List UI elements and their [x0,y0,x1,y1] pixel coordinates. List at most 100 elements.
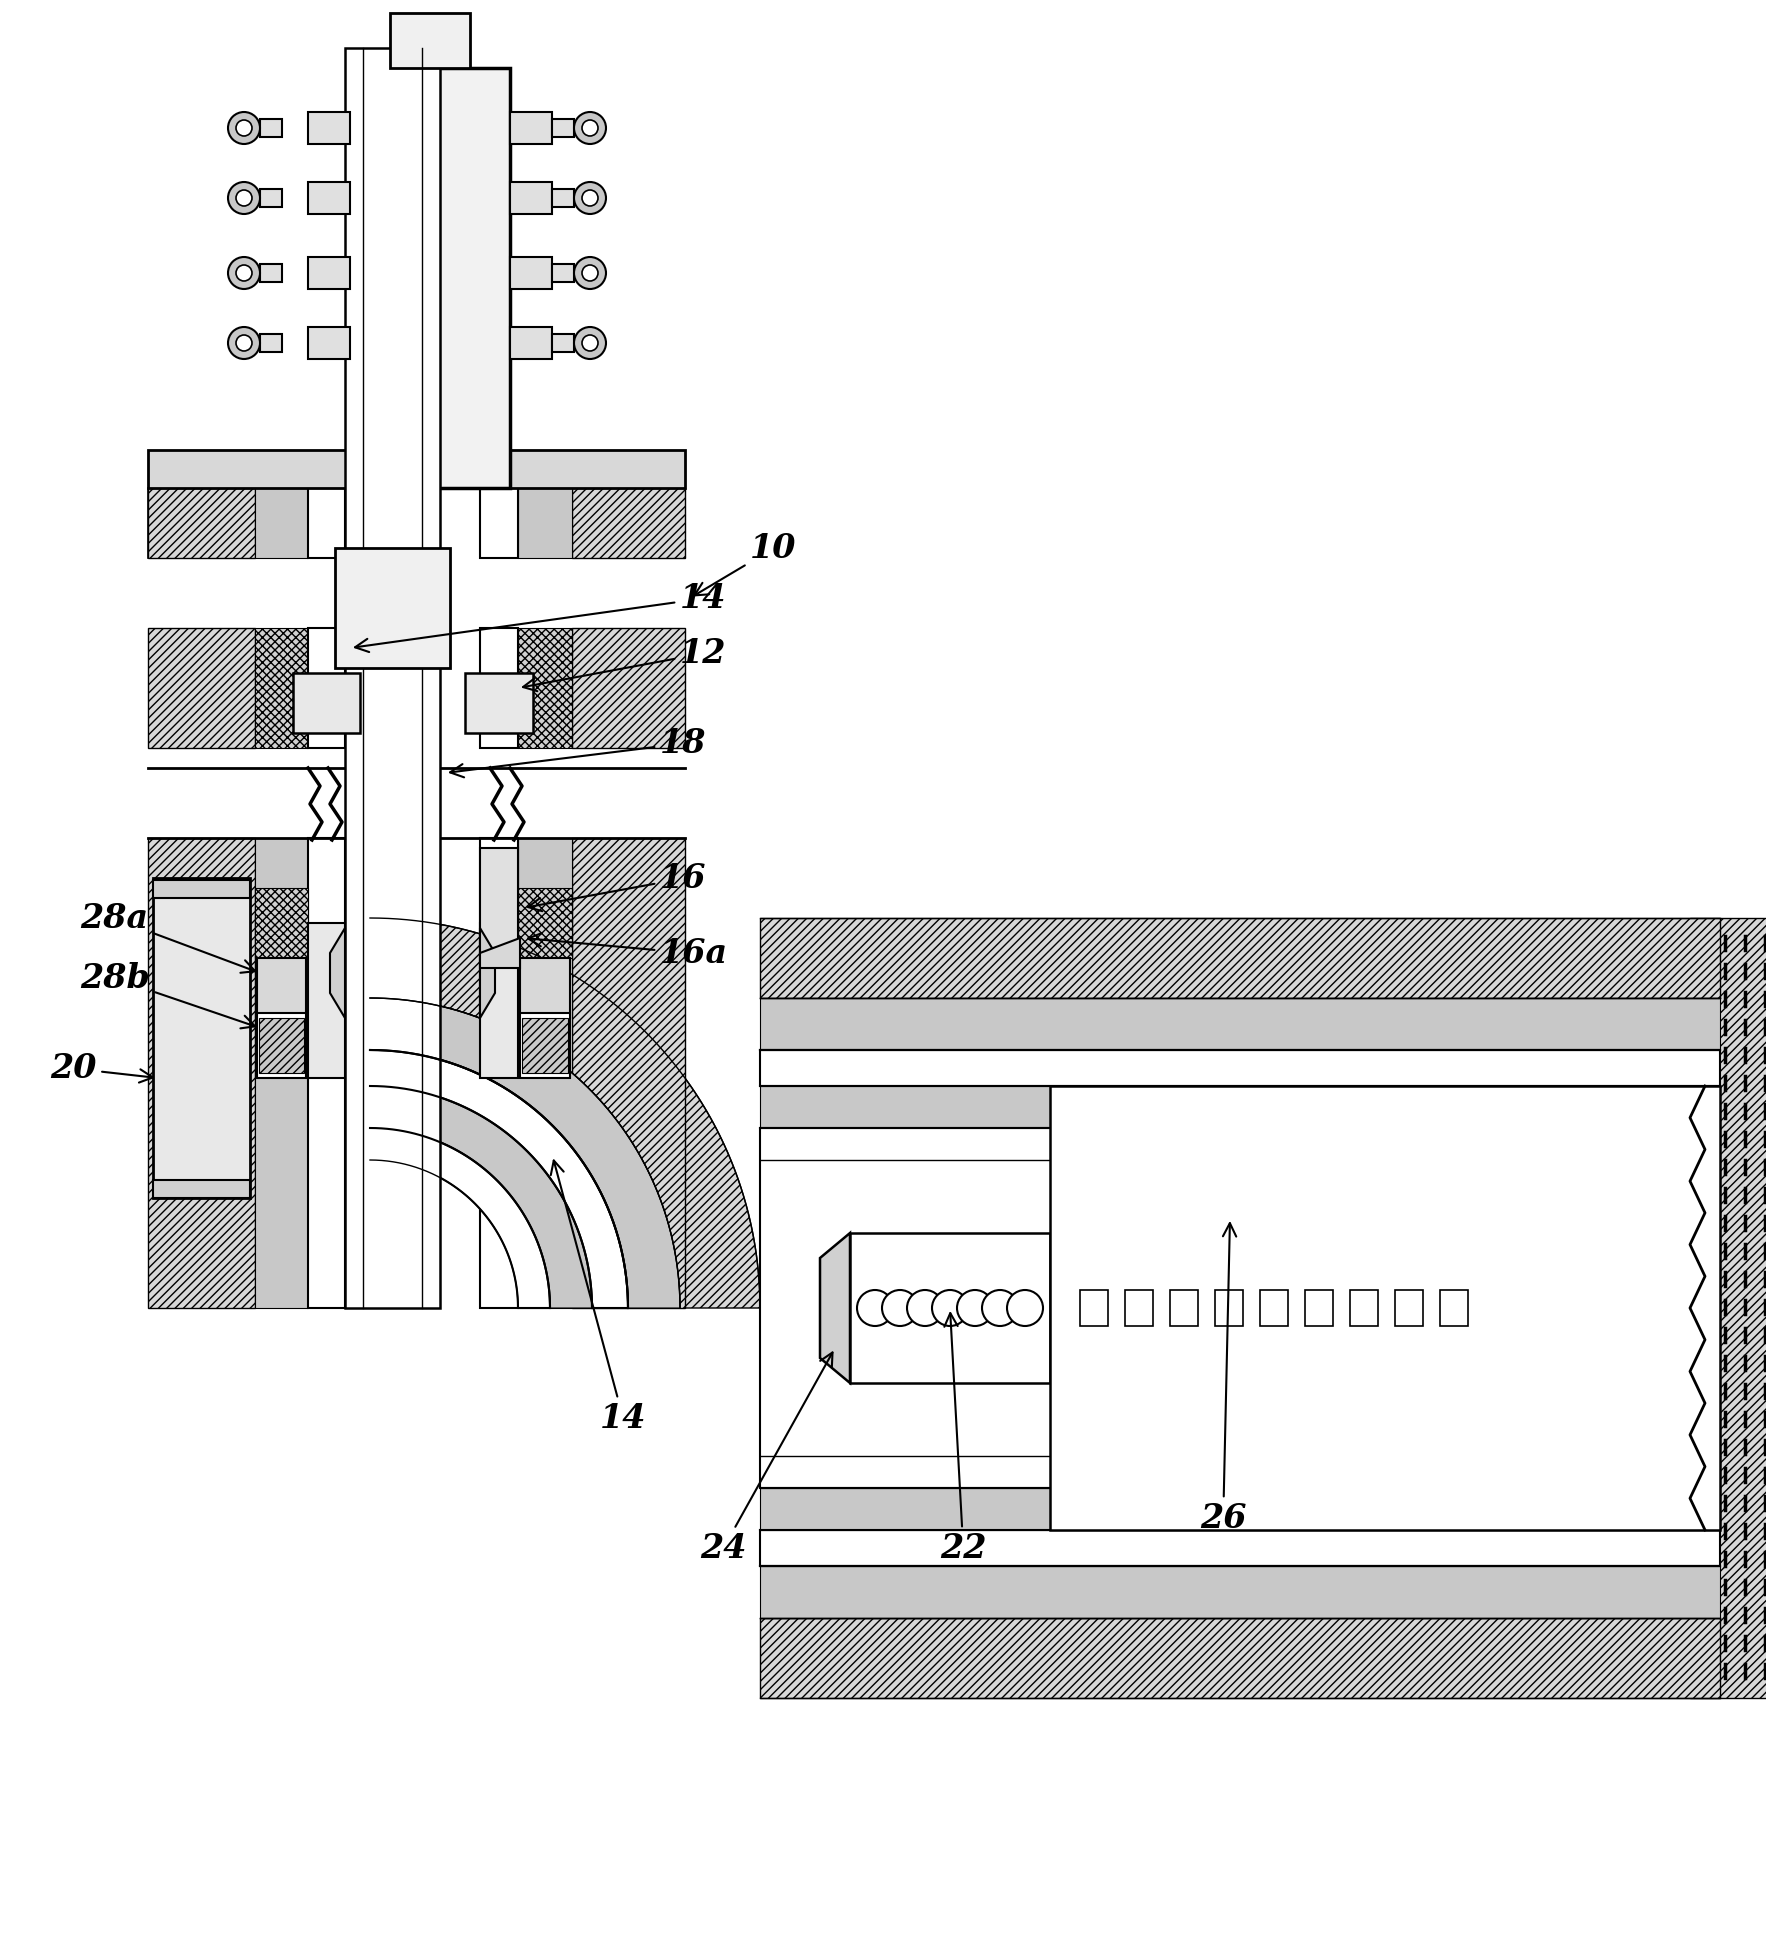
Polygon shape [480,939,519,968]
Bar [759,1566,1720,1619]
Bar [1051,1085,1720,1529]
Bar [336,547,450,668]
Bar [519,1013,570,1077]
Circle shape [237,191,253,206]
Bar [154,1180,251,1198]
Bar [254,888,307,958]
Polygon shape [371,997,680,1307]
Bar [260,119,283,136]
Bar [759,918,1720,997]
Circle shape [1007,1290,1044,1327]
Circle shape [574,181,606,214]
Bar [258,1013,306,1077]
Bar [148,838,254,1307]
Bar [1349,1290,1377,1327]
Bar [572,838,685,1307]
Circle shape [228,181,260,214]
Bar [759,1488,1720,1529]
Bar [759,1529,1720,1566]
Bar [260,1019,304,1073]
Bar [759,1085,1720,1128]
Bar [553,119,574,136]
Bar [254,838,307,1307]
Bar [1439,1290,1468,1327]
Bar [510,181,553,214]
Bar [759,1619,1720,1699]
Bar [1690,918,1766,1699]
Circle shape [857,1290,894,1327]
Circle shape [574,111,606,144]
Bar [260,265,283,282]
Text: 22: 22 [940,1313,987,1564]
Text: 10: 10 [694,532,796,596]
Bar [464,672,533,732]
Text: 16: 16 [528,863,706,912]
Bar [480,489,517,557]
Bar [1081,1290,1107,1327]
Polygon shape [371,1085,592,1307]
Bar [517,489,572,557]
Text: 20: 20 [49,1052,154,1085]
Text: 26: 26 [1201,1223,1247,1535]
Text: 18: 18 [450,727,706,777]
Bar [553,265,574,282]
Bar [148,450,685,489]
Circle shape [982,1290,1017,1327]
Bar [307,257,350,288]
Bar [307,838,344,1307]
Bar [258,958,306,1019]
Bar [148,489,254,557]
Bar [572,489,685,557]
Bar [759,1128,1720,1488]
Text: 14: 14 [551,1161,646,1436]
Text: 14: 14 [355,582,726,653]
Bar [510,257,553,288]
Bar [510,327,553,358]
Bar [1125,1290,1153,1327]
Circle shape [237,265,253,281]
Bar [254,627,307,748]
Bar [517,888,572,958]
Bar [307,327,350,358]
Bar [307,111,350,144]
Bar [293,672,360,732]
Bar [1215,1290,1243,1327]
Bar [154,879,251,1198]
Bar [480,923,517,1077]
Polygon shape [330,927,344,1019]
Text: 28a: 28a [79,902,256,972]
Polygon shape [819,1233,849,1383]
Circle shape [237,121,253,136]
Bar [517,838,572,1307]
Bar [1395,1290,1423,1327]
Circle shape [583,335,599,351]
Bar [254,489,307,557]
Circle shape [237,335,253,351]
Bar [510,111,553,144]
Circle shape [574,327,606,358]
Circle shape [228,111,260,144]
Bar [1259,1290,1287,1327]
Bar [148,489,254,557]
Circle shape [583,191,599,206]
Bar [350,68,510,489]
Circle shape [881,1290,918,1327]
Bar [260,333,283,353]
Bar [480,627,517,748]
Text: 16a: 16a [528,933,728,970]
Polygon shape [371,1128,549,1307]
Circle shape [932,1290,968,1327]
Bar [572,489,685,557]
Bar [307,627,344,748]
Circle shape [574,257,606,288]
Bar [1305,1290,1333,1327]
Bar [523,1019,569,1073]
Bar [759,1050,1720,1085]
Bar [307,489,344,557]
Bar [307,181,350,214]
Bar [480,847,517,949]
Bar [480,838,517,1307]
Circle shape [583,121,599,136]
Bar [260,189,283,206]
Circle shape [583,265,599,281]
